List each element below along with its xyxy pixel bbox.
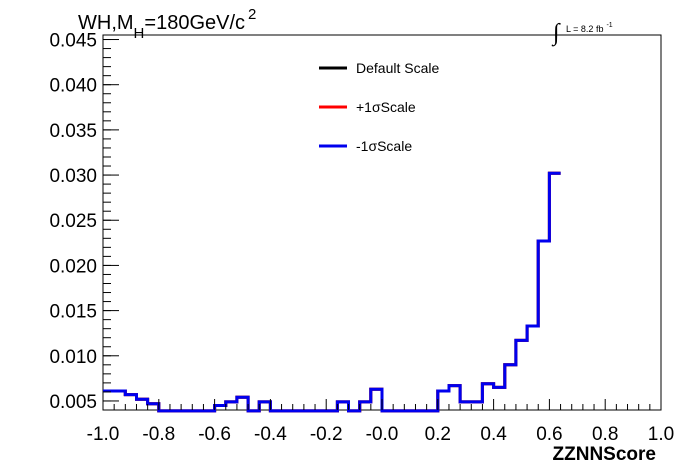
y-tick-label: 0.020 [49,256,97,277]
y-tick-label: 0.025 [49,211,97,232]
chart-title: WH,MH=180GeV/c 2 [78,6,256,42]
x-tick-label: 0.2 [425,424,451,445]
integral-symbol: ∫ [551,20,561,47]
title-value: =180GeV/c [144,12,245,34]
x-tick-labels: -1.0 -0.8 -0.6 -0.4 -0.2 -0.0 0.2 0.4 0.6 0.8 1.0 [87,424,675,445]
series-lines [103,171,561,413]
y-tick-label: 0.015 [49,302,97,323]
x-tick-label: -0.4 [254,424,287,445]
x-axis-label: ZZNNScore [553,444,656,465]
y-tick-label: 0.005 [49,392,97,413]
x-tick-label: -0.6 [198,424,231,445]
y-tick-labels: 0.005 0.010 0.015 0.020 0.025 0.030 0.035 0.040… [49,31,97,413]
x-tick-label: -0.0 [366,424,399,445]
legend-entry: Default Scale [356,60,439,76]
axes [102,39,662,411]
y-tick-label: 0.040 [49,76,97,97]
x-tick-label: 0.8 [592,424,618,445]
x-tick-label: 1.0 [648,424,674,445]
luminosity-label: L = 8.2 fb -1 [566,22,613,34]
x-tick-label: 0.6 [536,424,562,445]
y-tick-label: 0.010 [49,347,97,368]
legend-entry: -1σScale [356,138,412,154]
series-line-2 [103,171,561,413]
x-tick-label: -0.8 [142,424,175,445]
title-superscript: 2 [248,6,256,23]
x-tick-label: 0.4 [480,424,507,445]
x-tick-label: -0.2 [310,424,343,445]
x-tick-label: -1.0 [87,424,120,445]
luminosity-superscript: -1 [606,22,612,29]
y-tick-label: 0.045 [49,31,97,52]
y-tick-label: 0.030 [49,166,97,187]
y-tick-label: 0.035 [49,121,97,142]
legend: Default Scale +1σScale -1σScale [319,60,439,154]
legend-entry: +1σScale [356,99,416,115]
title-subscript: H [134,25,145,42]
